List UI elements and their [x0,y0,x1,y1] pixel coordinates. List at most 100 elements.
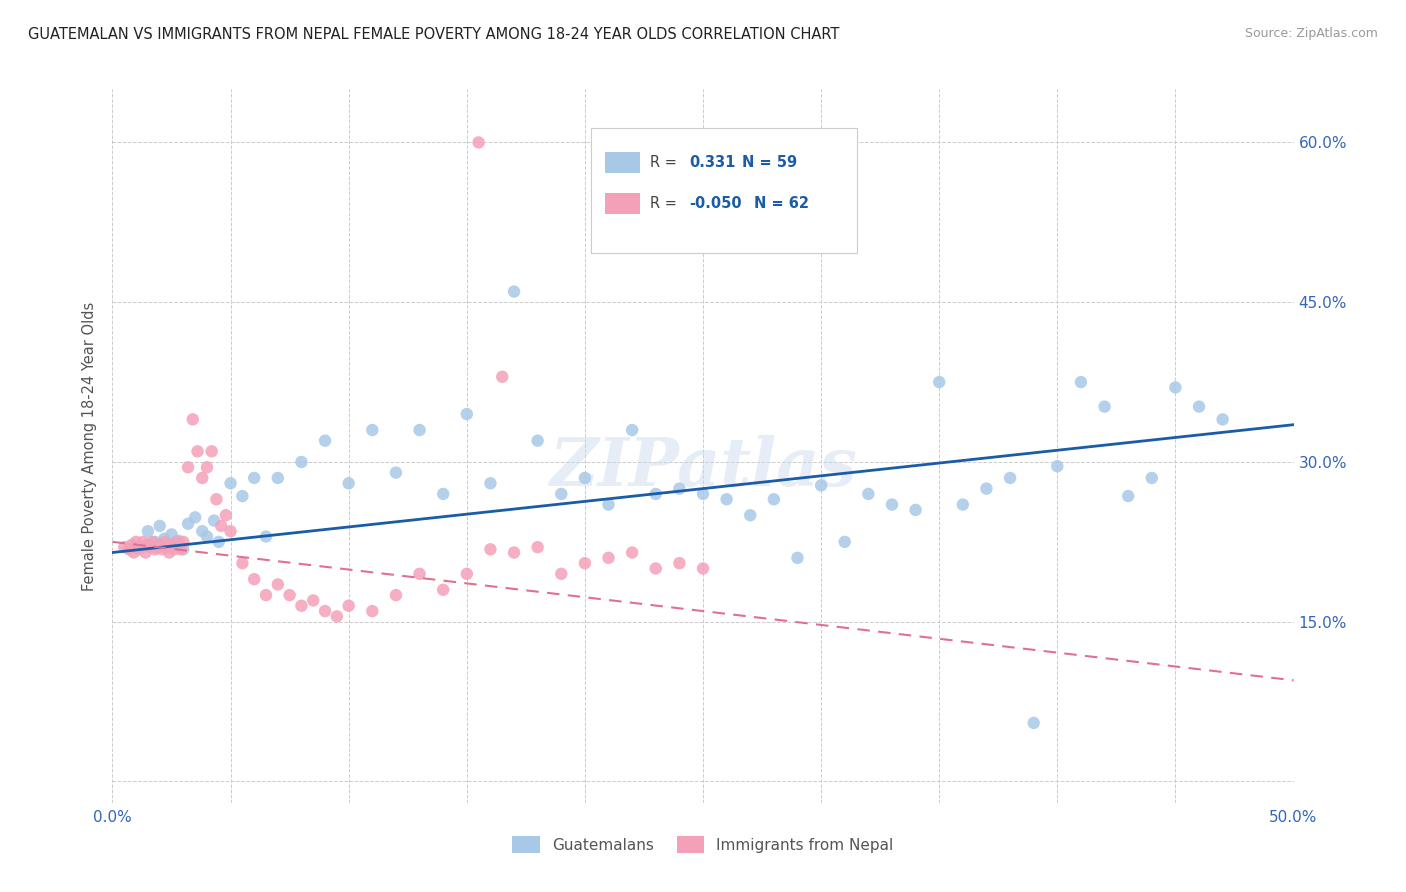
Point [202,514,225,528]
Point [692,561,714,575]
Text: GUATEMALAN VS IMMIGRANTS FROM NEPAL FEMALE POVERTY AMONG 18-24 YEAR OLDS CORRELA: GUATEMALAN VS IMMIGRANTS FROM NEPAL FEMA… [28,27,839,42]
Point [467,136,489,150]
Point [254,588,277,602]
Point [142,534,165,549]
Point [314,604,336,618]
Text: N = 62: N = 62 [754,196,808,211]
Point [177,516,200,531]
Point [598,498,620,512]
Point [278,588,301,602]
Point [904,503,927,517]
Point [574,556,596,570]
Point [219,476,242,491]
Point [163,542,186,557]
Point [1046,459,1069,474]
Point [491,369,513,384]
Point [952,498,974,512]
Point [668,556,690,570]
Point [810,478,832,492]
Point [184,510,207,524]
Point [143,542,166,557]
Point [290,455,312,469]
Point [314,434,336,448]
Point [1140,471,1163,485]
Point [125,534,148,549]
Point [479,476,502,491]
Point [132,534,155,549]
Point [456,566,478,581]
Point [644,561,666,575]
Point [136,524,159,539]
Point [644,487,666,501]
Point [1164,380,1187,394]
Point [112,540,135,554]
Point [361,423,384,437]
Point [160,538,183,552]
Point [326,609,349,624]
FancyBboxPatch shape [591,128,856,253]
Point [692,487,714,501]
Point [432,487,454,501]
Point [432,582,454,597]
Point [143,534,166,549]
Point [153,534,176,549]
Point [150,542,173,557]
Point [503,545,526,559]
Point [621,545,644,559]
Point [122,545,145,559]
Point [880,498,903,512]
Point [267,471,290,485]
Point [135,545,157,559]
Point [598,550,620,565]
Point [118,542,141,557]
Point [208,534,231,549]
Bar [605,152,640,173]
Point [337,599,360,613]
Point [231,556,253,570]
Point [165,534,187,549]
Point [215,508,238,523]
Text: ZIPatlas: ZIPatlas [550,435,856,500]
Point [267,577,290,591]
Legend: Guatemalans, Immigrants from Nepal: Guatemalans, Immigrants from Nepal [506,830,900,859]
Point [191,524,214,539]
Point [526,540,548,554]
Point [716,492,738,507]
Point [177,460,200,475]
Point [172,534,194,549]
Point [290,599,312,613]
Point [1070,375,1092,389]
Point [231,489,253,503]
Point [191,471,214,485]
Point [1212,412,1234,426]
Point [998,471,1021,485]
Point [254,529,277,543]
Point [205,492,228,507]
Point [621,423,644,437]
Point [136,538,159,552]
Point [1094,400,1116,414]
Point [526,434,548,448]
Y-axis label: Female Poverty Among 18-24 Year Olds: Female Poverty Among 18-24 Year Olds [82,301,97,591]
Point [157,545,180,559]
Point [201,444,224,458]
Point [195,529,218,543]
Point [503,285,526,299]
Point [574,471,596,485]
Text: R =: R = [650,155,676,170]
Point [167,540,190,554]
Point [170,542,193,557]
Point [156,540,179,554]
Point [181,412,204,426]
Point [337,476,360,491]
Point [740,508,762,523]
Point [209,519,232,533]
Point [243,572,266,586]
Point [129,540,152,554]
Point [361,604,384,618]
Text: R =: R = [650,196,676,211]
Point [858,487,880,501]
Point [120,538,142,552]
Text: N = 59: N = 59 [742,155,797,170]
Bar [605,193,640,214]
